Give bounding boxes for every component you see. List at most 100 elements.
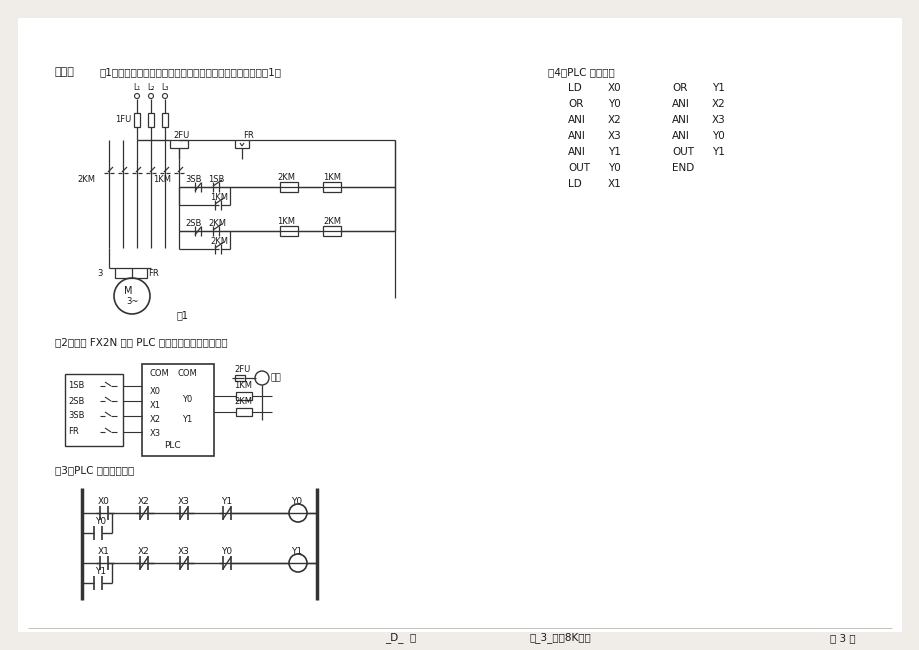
- Text: 2KM: 2KM: [233, 398, 252, 406]
- Bar: [65, 374, 123, 446]
- Text: X3: X3: [177, 497, 189, 506]
- Text: X3: X3: [607, 131, 621, 141]
- Text: X3: X3: [711, 115, 725, 125]
- Text: FR: FR: [148, 270, 159, 278]
- Text: 2KM: 2KM: [277, 172, 295, 181]
- Bar: [279, 226, 298, 236]
- Text: LD: LD: [567, 83, 581, 93]
- Text: Y0: Y0: [711, 131, 724, 141]
- Text: 2SB: 2SB: [68, 396, 85, 406]
- Bar: [115, 268, 147, 278]
- Text: L₃: L₃: [161, 83, 168, 92]
- Text: X0: X0: [98, 497, 109, 506]
- Text: ANI: ANI: [671, 131, 689, 141]
- Text: （4）PLC 指令程序: （4）PLC 指令程序: [548, 67, 614, 77]
- Text: 第 3 页: 第 3 页: [829, 633, 855, 643]
- Text: Y0: Y0: [221, 547, 232, 556]
- Bar: [134, 113, 140, 127]
- Text: X0: X0: [150, 387, 161, 396]
- Text: X2: X2: [711, 99, 725, 109]
- Text: ANI: ANI: [567, 147, 585, 157]
- Text: 1FU: 1FU: [115, 114, 131, 124]
- Text: X0: X0: [607, 83, 621, 93]
- Text: OR: OR: [567, 99, 583, 109]
- Bar: [148, 113, 153, 127]
- Text: OUT: OUT: [671, 147, 693, 157]
- Text: 1KM: 1KM: [233, 382, 252, 391]
- Text: FR: FR: [68, 428, 79, 437]
- Text: 3SB: 3SB: [185, 174, 201, 183]
- Text: Y1: Y1: [711, 147, 724, 157]
- Bar: [234, 140, 249, 148]
- Bar: [323, 226, 341, 236]
- Bar: [162, 113, 168, 127]
- Bar: [279, 182, 298, 192]
- Text: COM: COM: [177, 369, 198, 378]
- Text: Y1: Y1: [221, 497, 232, 506]
- Text: Y1: Y1: [711, 83, 724, 93]
- Text: X3: X3: [177, 547, 189, 556]
- Text: LD: LD: [567, 179, 581, 189]
- Text: X3: X3: [150, 430, 161, 439]
- Text: 1KM: 1KM: [153, 176, 171, 185]
- Text: Y1: Y1: [182, 415, 192, 424]
- Text: X2: X2: [138, 497, 150, 506]
- Text: X2: X2: [607, 115, 621, 125]
- Text: 2SB: 2SB: [185, 218, 201, 227]
- Text: 1KM: 1KM: [323, 172, 341, 181]
- Text: 2KM: 2KM: [77, 176, 95, 185]
- Text: Y0: Y0: [95, 517, 106, 526]
- Bar: [323, 182, 341, 192]
- Bar: [236, 408, 252, 416]
- Text: ANI: ANI: [671, 99, 689, 109]
- Text: Y0: Y0: [290, 497, 301, 506]
- Text: 3SB: 3SB: [68, 411, 85, 421]
- Text: X2: X2: [150, 415, 161, 424]
- Text: 共_3_页（8K纸）: 共_3_页（8K纸）: [529, 632, 591, 643]
- Text: X2: X2: [138, 547, 150, 556]
- Bar: [170, 140, 187, 148]
- Text: ANI: ANI: [567, 115, 585, 125]
- Text: Y0: Y0: [607, 99, 620, 109]
- Text: END: END: [671, 163, 694, 173]
- Text: COM: COM: [150, 369, 170, 378]
- Text: FR: FR: [243, 131, 254, 140]
- Text: 2FU: 2FU: [173, 131, 189, 140]
- Text: 1KM: 1KM: [277, 216, 295, 226]
- Text: M: M: [124, 286, 132, 296]
- Text: 1KM: 1KM: [210, 192, 228, 202]
- Text: 图1: 图1: [176, 310, 188, 320]
- Text: OUT: OUT: [567, 163, 589, 173]
- Text: 1SB: 1SB: [68, 382, 85, 391]
- Text: 3~: 3~: [126, 298, 138, 307]
- Text: L₂: L₂: [147, 83, 154, 92]
- Text: 1SB: 1SB: [208, 174, 224, 183]
- Text: Y1: Y1: [290, 547, 301, 556]
- Text: 3: 3: [96, 270, 102, 278]
- Text: 2FU: 2FU: [233, 365, 250, 374]
- Text: ANI: ANI: [671, 115, 689, 125]
- Text: OR: OR: [671, 83, 686, 93]
- Text: Y1: Y1: [607, 147, 620, 157]
- Text: L₁: L₁: [133, 83, 140, 92]
- Text: Y0: Y0: [182, 395, 192, 404]
- Text: Y0: Y0: [607, 163, 620, 173]
- Text: _D_  卷: _D_ 卷: [384, 632, 415, 643]
- Text: ANI: ANI: [567, 131, 585, 141]
- Text: （3）PLC 梯形图如图：: （3）PLC 梯形图如图：: [55, 465, 134, 475]
- Text: 2KM: 2KM: [323, 216, 341, 226]
- Text: 解答：: 解答：: [55, 67, 74, 77]
- Bar: [236, 392, 252, 400]
- Text: （1）采用继电一接触器控制的电动机主电路和控制电路如图1；: （1）采用继电一接触器控制的电动机主电路和控制电路如图1；: [100, 67, 282, 77]
- Bar: [234, 375, 244, 381]
- Text: 2KM: 2KM: [210, 237, 228, 246]
- Text: Y1: Y1: [95, 567, 106, 577]
- Bar: [142, 364, 214, 456]
- Text: 2KM: 2KM: [208, 218, 226, 227]
- Text: X1: X1: [98, 547, 109, 556]
- Text: 电源: 电源: [271, 374, 281, 382]
- Text: X1: X1: [607, 179, 621, 189]
- Text: （2）采用 FX2N 系列 PLC 控制的安装接线图如图：: （2）采用 FX2N 系列 PLC 控制的安装接线图如图：: [55, 337, 227, 347]
- Text: PLC: PLC: [164, 441, 180, 450]
- Text: X1: X1: [150, 402, 161, 411]
